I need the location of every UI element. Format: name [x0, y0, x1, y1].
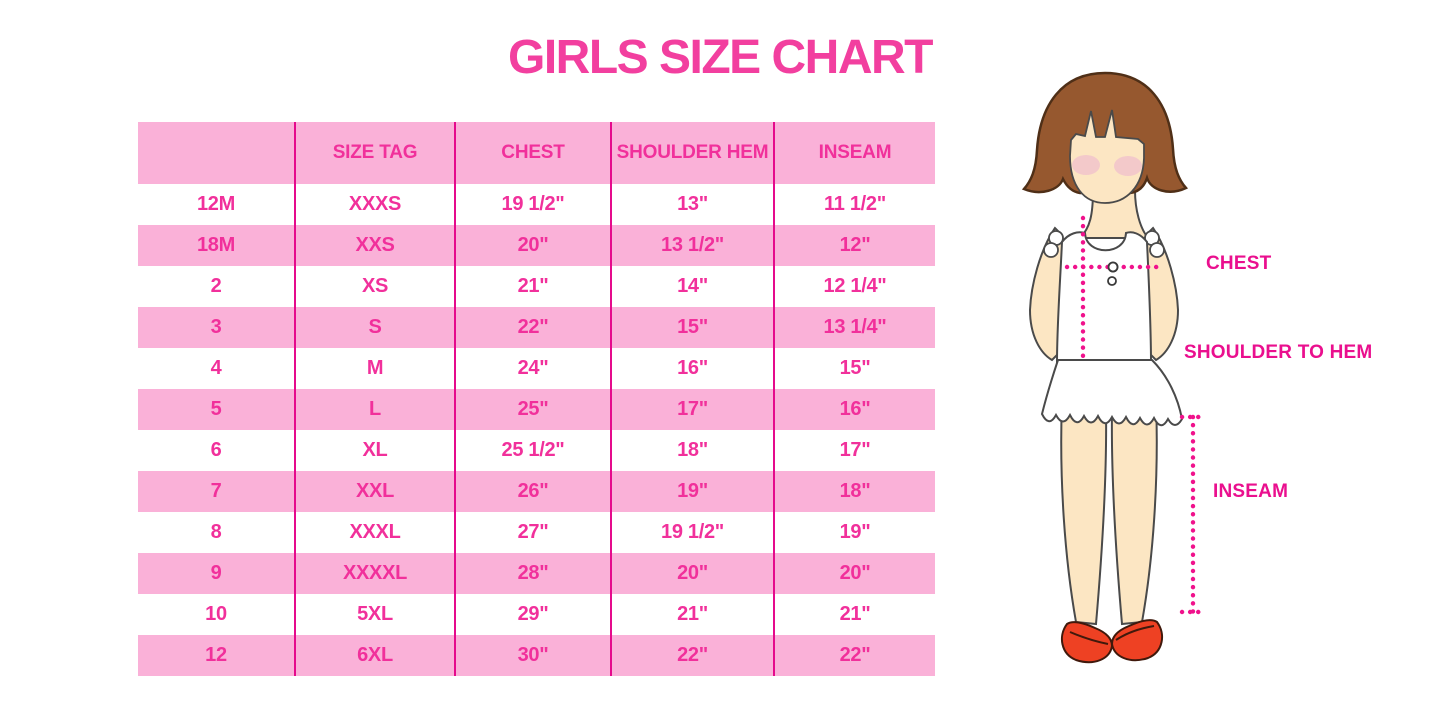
cell-size-tag: XS — [296, 266, 456, 307]
inseam-label: INSEAM — [1213, 481, 1289, 502]
cell-shoulder-hem: 14" — [612, 266, 775, 307]
cell-inseam: 12 1/4" — [823, 275, 887, 297]
cell-shoulder-hem: 19" — [612, 471, 775, 512]
table-row: 9 XXXXL 28" 20" 20" — [138, 553, 935, 594]
cell-shoulder-hem: 21" — [612, 594, 775, 635]
table-row: 12M XXXS 19 1/2" 13" 11 1/2" — [138, 184, 935, 225]
table-row: 2 XS 21" 14" 12 1/4" — [138, 266, 935, 307]
cell-shoulder-hem: 22" — [612, 635, 775, 676]
table-row: 7 XXL 26" 19" 18" — [138, 471, 935, 512]
dress-ruffles — [1043, 230, 1165, 258]
cell-size: 10 — [138, 594, 296, 635]
header-cell-inseam: INSEAM — [818, 142, 892, 163]
table-row: 8 XXXL 27" 19 1/2" 19" — [138, 512, 935, 553]
cell-size: 6 — [138, 430, 296, 471]
cell-chest: 26" — [456, 471, 612, 512]
header-cell-size-tag: SIZE TAG — [296, 122, 456, 184]
girl-blush — [1072, 155, 1142, 176]
cell-size: 8 — [138, 512, 296, 553]
cell-shoulder-hem: 20" — [612, 553, 775, 594]
table-row: 6 XL 25 1/2" 18" 17" — [138, 430, 935, 471]
cell-inseam: 18" — [839, 480, 871, 502]
dress-bodice — [1055, 231, 1153, 364]
table-row: 10 5XL 29" 21" 21" — [138, 594, 935, 635]
measure-lines — [1064, 215, 1209, 615]
cell-chest: 27" — [456, 512, 612, 553]
cell-size-tag: L — [296, 389, 456, 430]
cell-inseam: 22" — [839, 644, 871, 666]
table-header-row: SIZE TAG CHEST SHOULDER HEM INSEAM — [138, 122, 935, 184]
cell-chest: 19 1/2" — [456, 184, 612, 225]
size-table: SIZE TAG CHEST SHOULDER HEM INSEAM 12M X… — [138, 122, 935, 676]
chest-button-overlay — [1107, 261, 1119, 273]
cell-size: 12 — [138, 635, 296, 676]
girl-shoes — [1060, 619, 1164, 664]
cell-size-tag: M — [296, 348, 456, 389]
cell-size-tag: XXXXL — [296, 553, 456, 594]
cell-inseam: 13 1/4" — [823, 316, 887, 338]
cell-size: 18M — [138, 225, 296, 266]
cell-chest: 30" — [456, 635, 612, 676]
cell-size-tag: XXXL — [296, 512, 456, 553]
cell-size: 4 — [138, 348, 296, 389]
cell-size: 3 — [138, 307, 296, 348]
cell-size-tag: S — [296, 307, 456, 348]
header-cell-chest: CHEST — [456, 122, 612, 184]
cell-chest: 29" — [456, 594, 612, 635]
cell-shoulder-hem: 19 1/2" — [612, 512, 775, 553]
table-row: 18M XXS 20" 13 1/2" 12" — [138, 225, 935, 266]
cell-inseam: 15" — [839, 357, 871, 379]
cell-size: 5 — [138, 389, 296, 430]
cell-size-tag: 6XL — [296, 635, 456, 676]
cell-chest: 24" — [456, 348, 612, 389]
cell-size-tag: 5XL — [296, 594, 456, 635]
cell-inseam: 12" — [839, 234, 871, 256]
cell-chest: 22" — [456, 307, 612, 348]
cell-size-tag: XXS — [296, 225, 456, 266]
cell-chest: 25 1/2" — [456, 430, 612, 471]
chest-label: CHEST — [1206, 253, 1272, 274]
cell-shoulder-hem: 13 1/2" — [612, 225, 775, 266]
cell-size-tag: XXL — [296, 471, 456, 512]
shoulder-to-hem-label: SHOULDER TO HEM — [1184, 342, 1373, 363]
cell-shoulder-hem: 16" — [612, 348, 775, 389]
page-title: GIRLS SIZE CHART — [507, 31, 934, 84]
cell-shoulder-hem: 17" — [612, 389, 775, 430]
cell-inseam: 16" — [839, 398, 871, 420]
cell-inseam: 17" — [839, 439, 871, 461]
cell-size: 12M — [138, 184, 296, 225]
girl-arms — [1028, 226, 1180, 362]
cell-size: 2 — [138, 266, 296, 307]
header-cell-shoulder-hem: SHOULDER HEM — [612, 122, 775, 184]
cell-chest: 20" — [456, 225, 612, 266]
cell-inseam: 11 1/2" — [824, 193, 886, 215]
cell-chest: 21" — [456, 266, 612, 307]
cell-inseam: 19" — [839, 521, 871, 543]
cell-chest: 28" — [456, 553, 612, 594]
header-cell-blank — [138, 122, 296, 184]
cell-inseam: 20" — [839, 562, 871, 584]
cell-shoulder-hem: 18" — [612, 430, 775, 471]
cell-size: 7 — [138, 471, 296, 512]
table-row: 5 L 25" 17" 16" — [138, 389, 935, 430]
table-row: 3 S 22" 15" 13 1/4" — [138, 307, 935, 348]
cell-size: 9 — [138, 553, 296, 594]
cell-size-tag: XL — [296, 430, 456, 471]
girl-legs — [1060, 398, 1158, 626]
dress-skirt — [1040, 359, 1184, 427]
cell-inseam: 21" — [839, 603, 871, 625]
cell-size-tag: XXXS — [296, 184, 456, 225]
girl-illustration — [1021, 71, 1209, 664]
cell-shoulder-hem: 15" — [612, 307, 775, 348]
cell-chest: 25" — [456, 389, 612, 430]
cell-shoulder-hem: 13" — [612, 184, 775, 225]
girl-face — [1069, 109, 1145, 204]
table-row: 4 M 24" 16" 15" — [138, 348, 935, 389]
table-row: 12 6XL 30" 22" 22" — [138, 635, 935, 676]
